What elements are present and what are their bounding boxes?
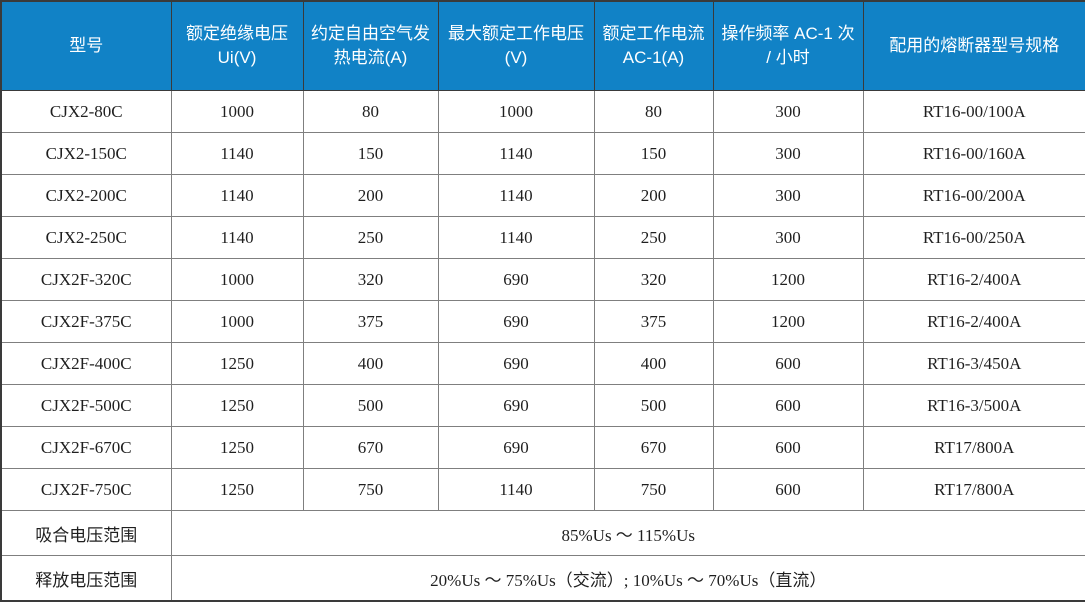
model-cell: CJX2F-400C xyxy=(0,342,172,385)
value-cell: RT16-00/200A xyxy=(862,174,1085,217)
table-row: CJX2-80C 1000 80 1000 80 300 RT16-00/100A xyxy=(0,90,1085,133)
value-cell: 300 xyxy=(712,90,864,133)
value-cell: 1200 xyxy=(712,258,864,301)
value-cell: 750 xyxy=(302,468,439,511)
value-cell: 690 xyxy=(437,384,595,427)
table-row: CJX2F-400C 1250 400 690 400 600 RT16-3/450A xyxy=(0,342,1085,385)
release-voltage-label: 释放电压范围 xyxy=(0,555,172,602)
value-cell: RT17/800A xyxy=(862,426,1085,469)
release-voltage-row: 释放电压范围 20%Us ～ 75%Us（交流）; 10%Us ～ 70%Us（… xyxy=(0,555,1085,602)
value-cell: 320 xyxy=(302,258,439,301)
value-cell: 300 xyxy=(712,132,864,175)
model-cell: CJX2-200C xyxy=(0,174,172,217)
model-cell: CJX2F-320C xyxy=(0,258,172,301)
value-cell: 200 xyxy=(302,174,439,217)
value-cell: 1000 xyxy=(170,90,304,133)
value-cell: RT16-3/500A xyxy=(862,384,1085,427)
value-cell: RT16-2/400A xyxy=(862,258,1085,301)
model-cell: CJX2F-375C xyxy=(0,300,172,343)
value-cell: 1000 xyxy=(170,300,304,343)
value-cell: 300 xyxy=(712,216,864,259)
header-operating-frequency: 操作频率 AC-1 次 / 小时 xyxy=(712,0,864,91)
value-cell: 600 xyxy=(712,384,864,427)
value-cell: 375 xyxy=(593,300,714,343)
value-cell: 80 xyxy=(593,90,714,133)
table-row: CJX2F-375C 1000 375 690 375 1200 RT16-2/400A xyxy=(0,300,1085,343)
model-cell: CJX2F-500C xyxy=(0,384,172,427)
value-cell: 1140 xyxy=(437,132,595,175)
table-row: CJX2-200C 1140 200 1140 200 300 RT16-00/200A xyxy=(0,174,1085,217)
value-cell: 400 xyxy=(593,342,714,385)
value-cell: 150 xyxy=(593,132,714,175)
table-body: CJX2-80C 1000 80 1000 80 300 RT16-00/100A CJX2-… xyxy=(0,90,1085,511)
table-row: CJX2F-500C 1250 500 690 500 600 RT16-3/500A xyxy=(0,384,1085,427)
header-conventional-free-air-thermal-current: 约定自由空气发热电流(A) xyxy=(302,0,439,91)
model-cell: CJX2-80C xyxy=(0,90,172,133)
value-cell: 1250 xyxy=(170,342,304,385)
value-cell: 750 xyxy=(593,468,714,511)
value-cell: 1250 xyxy=(170,426,304,469)
table-row: CJX2F-750C 1250 750 1140 750 600 RT17/800A xyxy=(0,468,1085,511)
value-cell: 1250 xyxy=(170,384,304,427)
value-cell: 500 xyxy=(302,384,439,427)
value-cell: 690 xyxy=(437,342,595,385)
table-footer: 吸合电压范围 85%Us ～ 115%Us 释放电压范围 20%Us ～ 75%… xyxy=(0,510,1085,602)
value-cell: 690 xyxy=(437,258,595,301)
value-cell: 670 xyxy=(593,426,714,469)
value-cell: 670 xyxy=(302,426,439,469)
value-cell: RT16-3/450A xyxy=(862,342,1085,385)
value-cell: 150 xyxy=(302,132,439,175)
value-cell: RT17/800A xyxy=(862,468,1085,511)
value-cell: 1200 xyxy=(712,300,864,343)
value-cell: 400 xyxy=(302,342,439,385)
model-cell: CJX2F-670C xyxy=(0,426,172,469)
model-cell: CJX2-150C xyxy=(0,132,172,175)
value-cell: 600 xyxy=(712,468,864,511)
value-cell: 1140 xyxy=(170,132,304,175)
value-cell: 600 xyxy=(712,342,864,385)
value-cell: RT16-00/160A xyxy=(862,132,1085,175)
model-cell: CJX2-250C xyxy=(0,216,172,259)
value-cell: 300 xyxy=(712,174,864,217)
value-cell: RT16-00/100A xyxy=(862,90,1085,133)
pickup-voltage-value: 85%Us ～ 115%Us xyxy=(170,510,1085,556)
table-row: CJX2F-320C 1000 320 690 320 1200 RT16-2/400A xyxy=(0,258,1085,301)
header-max-rated-operational-voltage: 最大额定工作电压(V) xyxy=(437,0,595,91)
value-cell: 1000 xyxy=(437,90,595,133)
header-matching-fuse-model: 配用的熔断器型号规格 xyxy=(862,0,1085,91)
value-cell: 320 xyxy=(593,258,714,301)
release-voltage-value: 20%Us ～ 75%Us（交流）; 10%Us ～ 70%Us（直流） xyxy=(170,555,1085,602)
value-cell: 690 xyxy=(437,426,595,469)
table-row: CJX2-150C 1140 150 1140 150 300 RT16-00/160A xyxy=(0,132,1085,175)
value-cell: 250 xyxy=(593,216,714,259)
value-cell: 1000 xyxy=(170,258,304,301)
value-cell: 690 xyxy=(437,300,595,343)
pickup-voltage-label: 吸合电压范围 xyxy=(0,510,172,556)
value-cell: 500 xyxy=(593,384,714,427)
value-cell: 375 xyxy=(302,300,439,343)
header-row: 型号 额定绝缘电压 Ui(V) 约定自由空气发热电流(A) 最大额定工作电压(V… xyxy=(0,0,1085,91)
value-cell: 1140 xyxy=(437,468,595,511)
table-header: 型号 额定绝缘电压 Ui(V) 约定自由空气发热电流(A) 最大额定工作电压(V… xyxy=(0,0,1085,91)
value-cell: 200 xyxy=(593,174,714,217)
header-model: 型号 xyxy=(0,0,172,91)
pickup-voltage-row: 吸合电压范围 85%Us ～ 115%Us xyxy=(0,510,1085,556)
value-cell: 1250 xyxy=(170,468,304,511)
value-cell: RT16-00/250A xyxy=(862,216,1085,259)
model-cell: CJX2F-750C xyxy=(0,468,172,511)
header-rated-insulation-voltage: 额定绝缘电压 Ui(V) xyxy=(170,0,304,91)
table-row: CJX2-250C 1140 250 1140 250 300 RT16-00/250A xyxy=(0,216,1085,259)
value-cell: 1140 xyxy=(170,216,304,259)
value-cell: 600 xyxy=(712,426,864,469)
table-row: CJX2F-670C 1250 670 690 670 600 RT17/800A xyxy=(0,426,1085,469)
value-cell: 250 xyxy=(302,216,439,259)
value-cell: 1140 xyxy=(437,216,595,259)
value-cell: 1140 xyxy=(170,174,304,217)
header-rated-operational-current-ac1: 额定工作电流 AC-1(A) xyxy=(593,0,714,91)
value-cell: 1140 xyxy=(437,174,595,217)
value-cell: 80 xyxy=(302,90,439,133)
value-cell: RT16-2/400A xyxy=(862,300,1085,343)
